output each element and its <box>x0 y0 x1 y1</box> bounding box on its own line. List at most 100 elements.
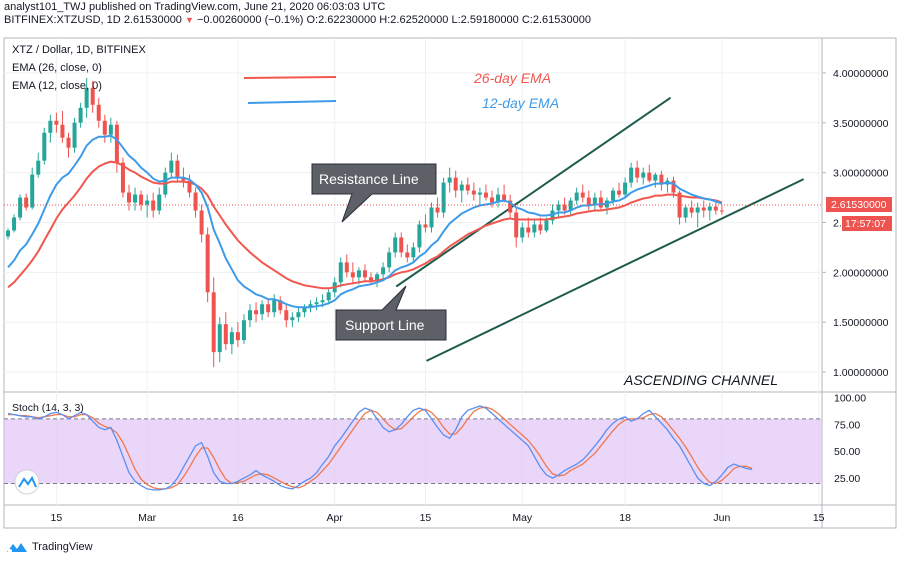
time-tick-label: Apr <box>327 512 344 524</box>
time-tick-label: May <box>512 512 533 524</box>
resistance-label: Resistance Line <box>319 171 419 187</box>
candle-body <box>635 167 640 178</box>
price-tick-label: 2.00000000 <box>833 267 889 279</box>
candle-body <box>441 182 446 213</box>
stoch-tick-label: 25.00 <box>834 473 860 485</box>
candle-body <box>356 270 361 278</box>
candle-body <box>362 270 367 278</box>
stoch-tick-label: 50.00 <box>834 446 860 458</box>
candle-body <box>514 212 519 238</box>
candle-body <box>211 292 216 353</box>
candle-body <box>127 192 131 203</box>
resistance-line <box>395 96 672 288</box>
candle-body <box>151 200 156 211</box>
candle-body <box>477 192 482 195</box>
candle-body <box>278 300 283 311</box>
support-callout: Support Line <box>335 285 447 341</box>
candle-body <box>671 180 676 193</box>
legend-ema12: EMA (12, close, 0) <box>12 80 102 92</box>
candle-body <box>114 124 119 163</box>
candle-body <box>574 192 579 201</box>
stoch-axis-ticks: 100.00 75.00 50.00 25.00 <box>834 392 866 485</box>
tradingview-logo-icon <box>7 543 27 553</box>
candle-body <box>429 207 434 228</box>
candle-body <box>592 197 597 205</box>
candle-body <box>544 220 549 231</box>
price-tick-label: 4.00000000 <box>833 68 889 80</box>
candle-body <box>229 332 234 345</box>
candle-body <box>447 177 452 183</box>
candle-body <box>108 124 113 135</box>
candle-body <box>350 272 355 278</box>
candle-body <box>120 162 125 193</box>
price-tick-label: 3.00000000 <box>833 168 889 180</box>
candle-body <box>387 252 392 268</box>
resistance-callout: Resistance Line <box>311 163 437 223</box>
ohlc-low-label: L: <box>451 14 461 26</box>
candle-body <box>623 182 628 195</box>
candle-body <box>272 300 277 313</box>
candle-body <box>302 307 307 313</box>
publisher-line: analyst101_TWJ published on TradingView.… <box>4 1 386 13</box>
candle-body <box>496 194 501 203</box>
tradingview-footer[interactable]: TradingView <box>6 540 93 554</box>
candle-body <box>647 172 652 181</box>
symbol-interval: BITFINEX:XTZUSD, 1D <box>4 14 121 26</box>
candle-body <box>260 304 265 315</box>
candle-body <box>520 227 525 238</box>
candle-body <box>54 120 59 125</box>
last-price: 2.61530000 <box>123 14 182 26</box>
candle-body <box>157 194 162 211</box>
candle-body <box>562 204 567 211</box>
candle-body <box>556 204 561 211</box>
candle-body <box>181 177 186 181</box>
candle-body <box>471 190 476 195</box>
candle-body <box>611 190 615 201</box>
candle-body <box>411 247 416 258</box>
candle-body <box>375 274 380 281</box>
candle-body <box>423 224 428 228</box>
candle-body <box>199 210 204 235</box>
time-tick-label: 18 <box>619 512 631 524</box>
candle-body <box>465 184 470 191</box>
candle-body <box>24 197 29 208</box>
candle-body <box>405 252 410 258</box>
ema12-note: 12-day EMA <box>482 95 559 111</box>
ema-lines <box>7 134 723 309</box>
candle-body <box>641 172 646 178</box>
candle-body <box>66 137 71 148</box>
candle-body <box>435 207 440 213</box>
time-tick-label: Jun <box>713 512 730 524</box>
candle-body <box>248 310 252 321</box>
candle-body <box>453 177 458 191</box>
support-line <box>426 178 805 362</box>
candle-body <box>683 207 688 218</box>
ohlc-high: 2.62520000 <box>390 14 449 26</box>
ohlc-open-label: O: <box>306 14 319 26</box>
ohlc-close: 2.61530000 <box>532 14 591 26</box>
candle-body <box>381 267 386 275</box>
candle-body <box>502 194 507 201</box>
last-price-badge-value: 2.61530000 <box>831 199 887 211</box>
time-tick-label: 15 <box>420 512 432 524</box>
time-tick-label: 16 <box>232 512 244 524</box>
candle-body <box>296 312 301 318</box>
channel-label: ASCENDING CHANNEL <box>623 372 778 388</box>
last-price-badge <box>826 197 892 212</box>
price-tick-label: 3.50000000 <box>833 118 889 130</box>
symbol-quote-line: BITFINEX:XTZUSD, 1D 2.61530000 ▼ −0.0026… <box>4 14 591 27</box>
ema12-legend-swatch <box>247 100 337 104</box>
candle-body <box>526 227 531 233</box>
candle-body <box>586 197 591 205</box>
candle-body <box>695 207 700 213</box>
candle-body <box>223 324 228 345</box>
time-tick-label: Mar <box>138 512 157 524</box>
price-tick-label: 1.50000000 <box>833 317 889 329</box>
candle-body <box>508 200 513 213</box>
ohlc-close-label: C: <box>521 14 533 26</box>
ema12-line <box>7 134 723 309</box>
candle-body <box>459 184 464 191</box>
candle-body <box>102 120 107 135</box>
candle-body <box>169 160 174 173</box>
